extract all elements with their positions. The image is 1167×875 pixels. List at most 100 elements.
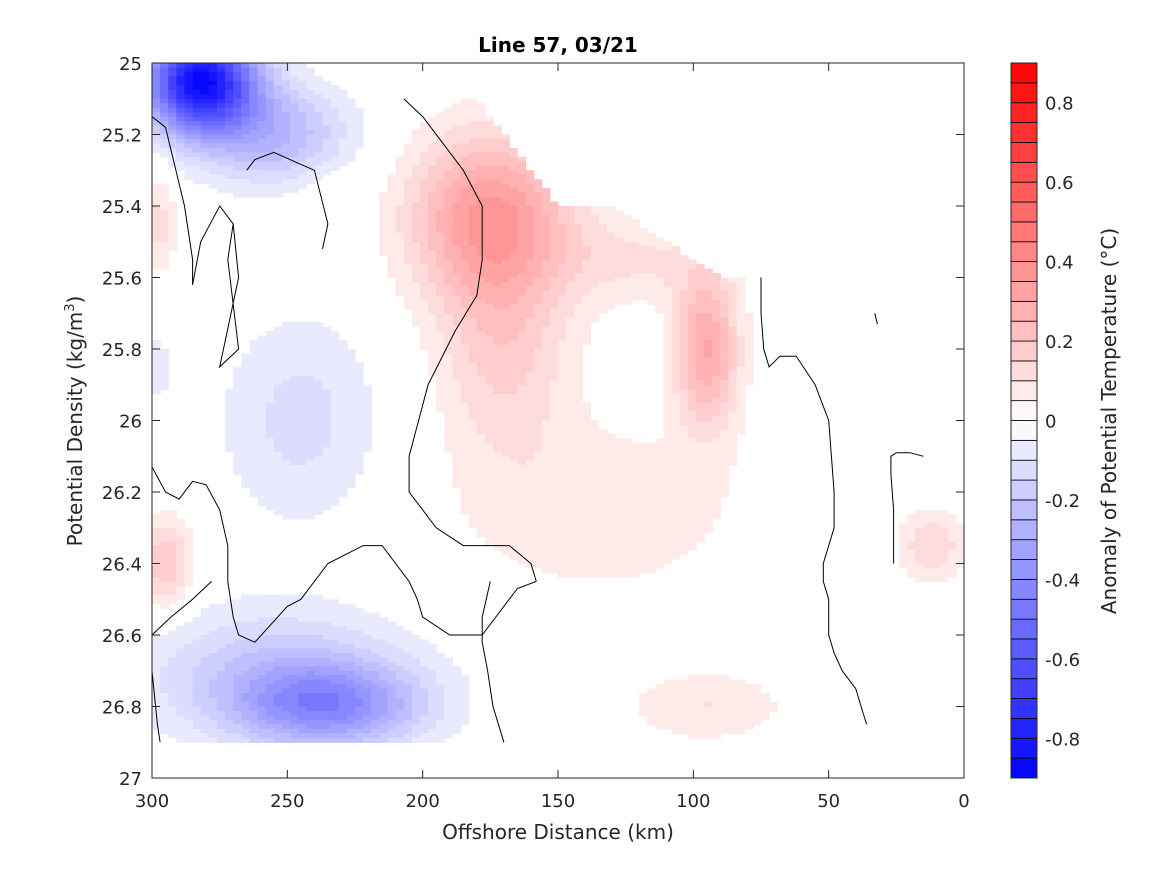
field-cell [160,532,169,538]
field-cell [241,89,251,95]
field-cell [663,474,673,480]
field-cell [541,317,551,323]
field-cell [371,706,380,712]
field-cell [525,483,535,489]
field-cell [176,130,186,136]
field-cell [379,223,389,229]
field-cell [419,344,429,350]
field-cell [257,643,267,650]
field-cell [330,349,340,355]
field-cell [444,684,454,690]
field-cell [436,389,445,395]
field-cell [257,635,267,641]
field-cell [379,206,389,212]
field-cell [249,456,259,462]
field-cell [290,80,299,86]
field-cell [460,509,470,515]
field-cell [257,733,267,739]
field-cell [249,737,259,743]
field-cell [558,344,567,350]
field-cell [152,80,161,86]
field-cell [501,474,510,480]
field-cell [306,492,315,498]
field-cell [225,670,234,676]
field-cell [152,206,161,212]
field-cell [468,500,478,507]
field-cell [249,612,259,618]
field-cell [257,483,267,489]
field-cell [460,465,470,471]
field-cell [160,143,169,149]
field-cell [452,420,462,426]
field-cell [493,165,502,171]
field-cell [249,411,259,417]
field-cell [484,411,494,417]
field-cell [168,156,177,162]
field-cell [265,156,275,162]
field-cell [160,572,169,578]
field-cell [387,259,397,265]
field-cell [306,630,315,636]
field-cell [655,487,665,493]
field-cell [290,402,299,408]
field-cell [225,174,234,180]
field-cell [225,188,234,194]
field-cell [322,679,332,685]
field-cell [152,223,161,229]
field-cell [598,478,608,484]
field-cell [549,527,559,533]
field-cell [363,429,372,435]
field-cell [419,697,429,703]
field-cell [663,331,673,337]
field-cell [590,505,600,511]
field-cell [160,590,169,596]
field-cell [663,411,673,417]
field-cell [566,518,575,524]
field-cell [517,331,527,337]
field-cell [582,264,592,270]
field-cell [525,514,535,520]
field-cell [558,492,567,498]
field-cell [476,518,486,524]
field-cell [558,375,567,381]
field-cell [338,719,348,725]
field-cell [363,706,372,712]
field-cell [371,702,380,708]
field-cell [346,407,356,413]
field-cell [346,456,356,462]
field-cell [655,536,665,542]
field-cell [387,675,397,681]
field-cell [249,420,259,426]
field-cell [468,317,478,323]
field-cell [631,483,640,489]
field-cell [549,465,559,471]
field-cell [484,389,494,395]
field-cell [622,255,632,261]
field-cell [501,460,510,466]
field-cell [233,670,242,676]
field-cell [387,241,397,247]
field-cell [549,201,559,207]
field-cell [509,487,518,493]
field-cell [541,281,551,288]
field-cell [241,710,251,717]
field-cell [314,728,324,734]
field-cell [468,492,478,498]
field-cell [428,152,437,158]
field-cell [225,424,234,431]
field-cell [249,710,259,717]
field-cell [355,617,364,623]
field-cell [639,487,648,493]
field-cell [338,715,348,721]
field-cell [647,710,657,717]
field-cell [249,492,259,498]
field-cell [338,94,348,100]
field-cell [395,670,405,676]
field-cell [241,688,251,694]
field-cell [346,630,356,636]
field-cell [338,438,348,444]
field-cell [533,478,543,484]
field-cell [322,688,332,694]
field-cell [216,138,226,145]
field-cell [655,505,665,511]
